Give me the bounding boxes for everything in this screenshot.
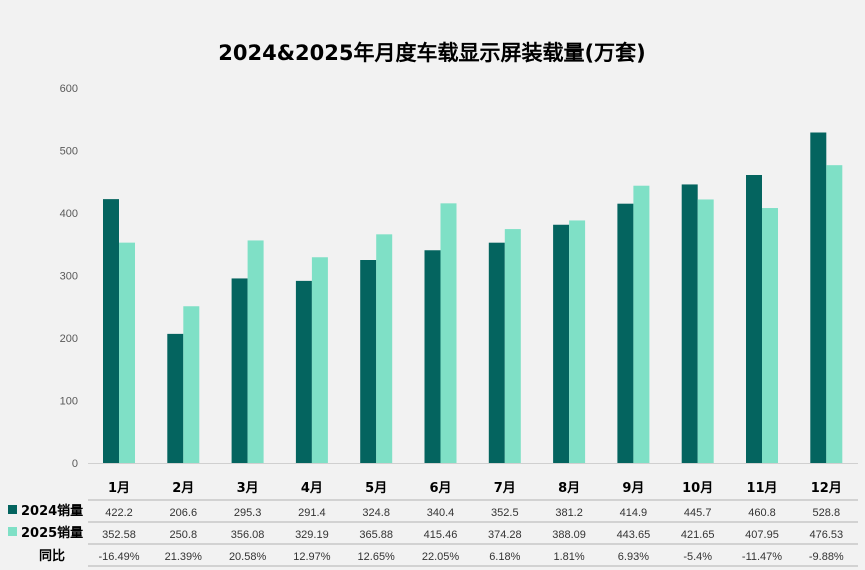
y-tick-label: 200: [60, 333, 78, 345]
bar-2024销量-6月: [424, 250, 441, 463]
bars: [103, 132, 843, 463]
table-cell: 528.8: [813, 507, 841, 519]
yoy-cell: 21.39%: [165, 551, 203, 563]
yoy-cell: 6.93%: [618, 551, 649, 563]
table-cell: 324.8: [362, 507, 390, 519]
bar-2024销量-7月: [488, 242, 505, 463]
yoy-label: 同比: [39, 548, 65, 564]
table-cell: 381.2: [555, 507, 583, 519]
x-tick-label: 9月: [622, 481, 644, 496]
table-cell: 352.5: [491, 507, 519, 519]
y-tick-label: 600: [60, 83, 78, 95]
bar-2025销量-7月: [504, 229, 521, 463]
yoy-cell: -16.49%: [99, 551, 140, 563]
yoy-cell: 22.05%: [422, 551, 460, 563]
legend-swatch: [8, 527, 17, 536]
yoy-cell: 1.81%: [553, 551, 584, 563]
bar-2025销量-6月: [440, 203, 457, 463]
table-cell: 460.8: [748, 507, 776, 519]
legend-label: 2025销量: [21, 525, 83, 541]
table-cell: 291.4: [298, 507, 326, 519]
x-tick-label: 10月: [682, 481, 713, 496]
bar-2024销量-4月: [295, 280, 312, 463]
table-cell: 407.95: [745, 529, 779, 541]
bar-2025销量-8月: [569, 220, 586, 463]
table-cell: 352.58: [102, 529, 136, 541]
bar-2024销量-2月: [167, 333, 184, 463]
table-cell: 356.08: [231, 529, 265, 541]
x-tick-label: 3月: [237, 481, 259, 496]
bar-2024销量-9月: [617, 203, 634, 463]
bar-2025销量-3月: [247, 240, 264, 463]
table-cell: 388.09: [552, 529, 586, 541]
bar-2025销量-10月: [697, 199, 714, 463]
bar-2025销量-11月: [762, 208, 778, 463]
bar-2025销量-1月: [119, 242, 135, 463]
y-tick-label: 400: [60, 208, 78, 220]
table-cell: 365.88: [359, 529, 393, 541]
table-cell: 329.19: [295, 529, 329, 541]
yoy-cell: 12.65%: [358, 551, 396, 563]
table-cell: 476.53: [809, 529, 843, 541]
bar-2024销量-3月: [231, 278, 248, 463]
bar-2025销量-4月: [311, 257, 328, 463]
table-cell: 374.28: [488, 529, 522, 541]
legend-swatch: [8, 505, 17, 514]
yoy-cell: -9.88%: [809, 551, 844, 563]
table-cell: 421.65: [681, 529, 715, 541]
yoy-cell: -11.47%: [742, 551, 782, 563]
x-tick-label: 8月: [558, 481, 580, 496]
yoy-cell: 6.18%: [489, 551, 520, 563]
bar-2024销量-12月: [810, 132, 827, 463]
x-tick-label: 7月: [494, 481, 516, 496]
table-cell: 414.9: [620, 507, 648, 519]
table-cell: 415.46: [424, 529, 458, 541]
x-tick-label: 5月: [365, 481, 387, 496]
x-tick-label: 4月: [301, 481, 323, 496]
bar-2024销量-1月: [103, 199, 119, 463]
bar-2025销量-12月: [826, 165, 843, 463]
bar-2024销量-10月: [681, 184, 698, 463]
bar-2024销量-11月: [746, 175, 762, 463]
yoy-cell: -5.4%: [683, 551, 712, 563]
y-tick-label: 0: [72, 458, 78, 470]
bar-2025销量-9月: [633, 185, 650, 463]
yoy-cell: 20.58%: [229, 551, 267, 563]
chart-title: 2024&2025年月度车载显示屏装载量(万套): [218, 41, 645, 65]
table-cell: 445.7: [684, 507, 712, 519]
legend-label: 2024销量: [21, 503, 83, 519]
y-tick-label: 500: [60, 146, 78, 158]
x-tick-label: 1月: [108, 481, 130, 496]
table-cell: 340.4: [427, 507, 455, 519]
bar-2024销量-8月: [553, 224, 570, 463]
bar-2025销量-5月: [376, 234, 393, 463]
table-cell: 422.2: [105, 507, 133, 519]
x-tick-label: 2月: [172, 481, 194, 496]
x-tick-label: 12月: [811, 481, 842, 496]
y-axis: 0 100 200 300 400 500 600: [60, 83, 78, 470]
x-tick-label: 6月: [429, 481, 451, 496]
y-tick-label: 100: [60, 396, 78, 408]
y-tick-label: 300: [60, 271, 78, 283]
table-cell: 206.6: [170, 507, 198, 519]
bar-2025销量-2月: [183, 306, 200, 463]
yoy-cell: 12.97%: [293, 551, 331, 563]
bar-2024销量-5月: [360, 260, 377, 463]
table-cell: 295.3: [234, 507, 262, 519]
table-cell: 250.8: [170, 529, 198, 541]
data-table: 422.2 352.58 1月 -16.49% 206.6 250.8 2月 21.39% 29…: [8, 481, 858, 567]
x-tick-label: 11月: [746, 481, 777, 496]
table-cell: 443.65: [617, 529, 651, 541]
